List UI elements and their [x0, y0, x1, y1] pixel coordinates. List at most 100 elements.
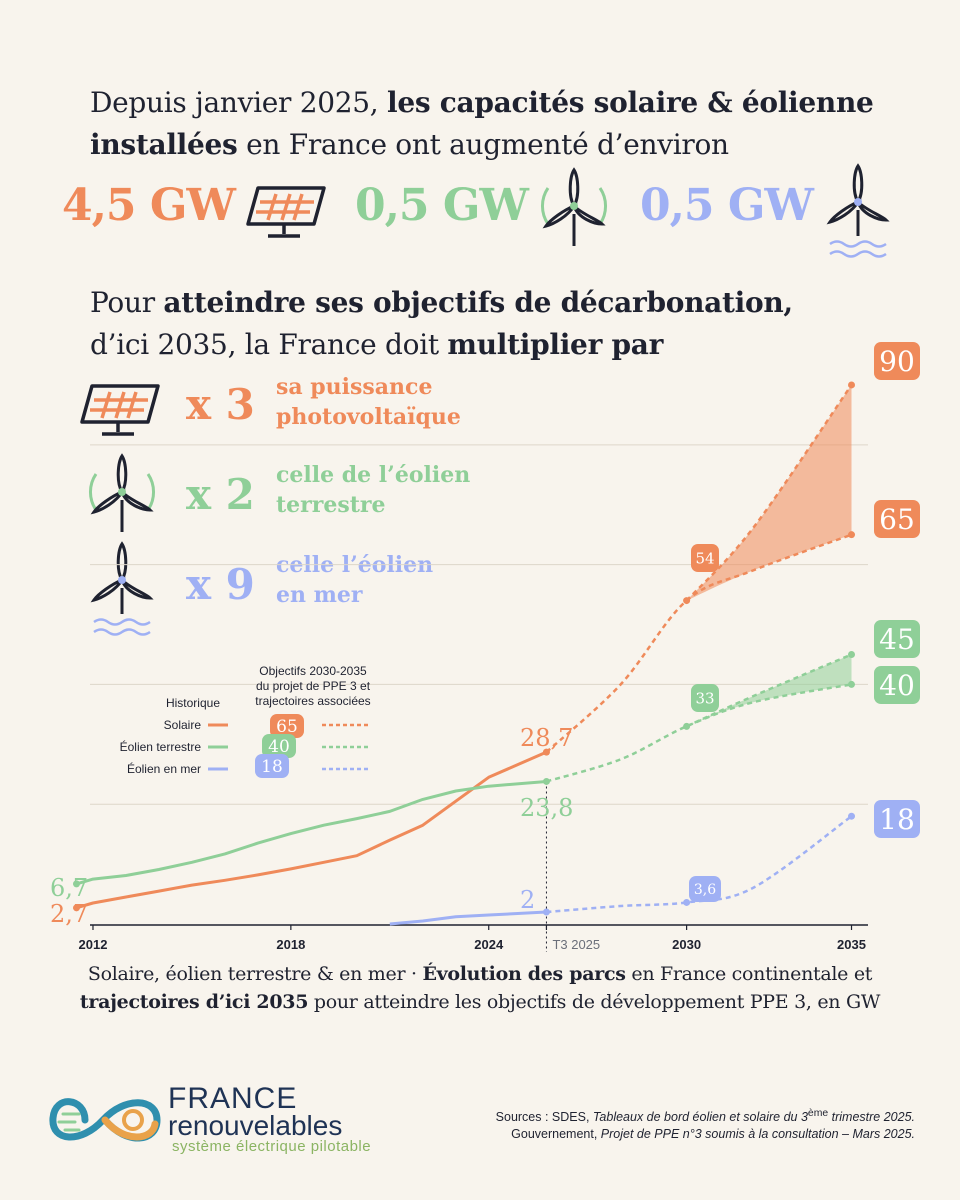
solar-2035-low-badge-bg: [874, 500, 920, 538]
solar-panel-icon: [246, 186, 326, 238]
legend-badge-terrestre-text: 40: [268, 737, 290, 757]
goal-part1: Pour: [90, 286, 164, 319]
projection-high-line-1: [686, 653, 852, 728]
brand-line1: FRANCE: [168, 1082, 298, 1115]
offshore-2030-badge-text: 3,6: [694, 882, 716, 898]
solar-2025-label: 28,7: [520, 724, 573, 752]
sources-line2-italic: Projet de PPE n°3 soumis à la consultati…: [600, 1127, 915, 1142]
solar-2035-high-badge: 90: [874, 342, 920, 380]
onshore-2035-high-badge: 45: [874, 620, 920, 658]
caption-bold1: Évolution des parcs: [422, 963, 626, 985]
goal-part2: d’ici 2035, la France doit: [90, 328, 448, 361]
solar-2035-low-badge-text: 65: [879, 503, 915, 536]
x-tick-label: 2012: [79, 937, 108, 952]
offshore-increase-value: 0,5 GW: [640, 180, 814, 231]
france-renouvelables-logo-icon: [49, 1098, 161, 1142]
onshore-2035-low-badge-text: 40: [879, 669, 915, 702]
projection-high-line-0: [685, 384, 853, 602]
onshore-2025-label: 23,8: [520, 794, 573, 822]
onshore-multiplier: x 2: [186, 470, 255, 519]
sources-line1-prefix: Sources : SDES,: [495, 1110, 593, 1125]
legend-badge-solaire-bg: [270, 714, 304, 738]
goal-bold1: atteindre ses objectifs de décarbonation…: [163, 286, 793, 319]
solar-2035-high-badge-text: 90: [879, 345, 915, 378]
data-point: [542, 748, 550, 756]
offshore-2030-badge: 3,6: [689, 876, 721, 902]
offshore-2035-badge: 18: [874, 800, 920, 838]
onshore-increase-value: 0,5 GW: [355, 180, 529, 231]
onshore-start-label: 6,7: [50, 874, 88, 902]
solar-multiplier: x 3: [186, 380, 255, 429]
legend-objectifs-line: trajectoires associées: [255, 694, 370, 708]
offshore-wind-turbine-icon: [826, 163, 890, 258]
chart-caption: Solaire, éolien terrestre & en mer · Évo…: [60, 960, 900, 1016]
caption-part2: en France continentale et: [625, 963, 873, 985]
legend-badge-mer: 18: [255, 754, 289, 778]
wind-turbine-icon: [541, 167, 607, 246]
sources-line1-sup: ème: [807, 1108, 829, 1119]
data-point: [683, 597, 691, 605]
legend-objectifs-line: Objectifs 2030-2035: [259, 664, 367, 678]
onshore-2030-badge-text: 33: [695, 689, 714, 707]
offshore-2035-badge-bg: [874, 800, 920, 838]
legend-solaire: Solaire: [164, 718, 202, 732]
caption-bold2: trajectoires d’ici 2035: [79, 991, 309, 1013]
solar-multiplier-text2: photovoltaïque: [276, 404, 461, 430]
goal-text: Pour atteindre ses objectifs de décarbon…: [90, 282, 910, 366]
legend-badge-mer-bg: [255, 754, 289, 778]
solar-multiplier-text1: sa puissance: [276, 374, 433, 400]
x-tick-label: 2018: [276, 937, 305, 952]
onshore-2035-low-badge: 40: [874, 666, 920, 704]
solar-2035-high-badge-bg: [874, 342, 920, 380]
legend-badge-solaire: 65: [270, 714, 304, 738]
solar-2030-badge: 54: [691, 544, 719, 572]
offshore-wind-turbine-icon: [90, 541, 154, 636]
data-point: [72, 880, 80, 888]
offshore-2030-badge-bg: [689, 876, 721, 902]
projection-low-line-1: [546, 683, 852, 783]
onshore-2035-low-badge-bg: [874, 666, 920, 704]
capacity-chart: 2012 2018 2024 T3 2025 2030 2035 906545401854…: [50, 342, 920, 952]
chart-lines: [72, 381, 856, 926]
data-point: [683, 722, 691, 730]
legend-badge-terrestre-bg: [262, 734, 296, 758]
legend-objectifs-line: du projet de PPE 3 et: [256, 679, 371, 693]
offshore-2025-label: 2: [520, 886, 535, 914]
onshore-2030-badge-bg: [691, 684, 719, 712]
legend-badge-terrestre: 40: [262, 734, 296, 758]
x-tick-label: 2024: [474, 937, 504, 952]
solar-start-label: 2,7: [50, 900, 88, 928]
x-tick-label: 2035: [837, 937, 866, 952]
intro-part2: en France ont augmenté d’environ: [237, 128, 729, 161]
data-point: [542, 777, 550, 785]
onshore-2035-high-badge-bg: [874, 620, 920, 658]
intro-bold: les capacités solaire & éolienne install…: [90, 86, 874, 161]
onshore-multiplier-text2: terrestre: [276, 492, 386, 518]
data-point: [848, 381, 856, 389]
data-point: [848, 531, 856, 539]
data-point: [542, 908, 550, 916]
brand-line3: système électrique pilotable: [172, 1138, 372, 1155]
sources: Sources : SDES, Tableaux de bord éolien …: [496, 1105, 915, 1143]
data-point: [848, 812, 856, 820]
data-point: [72, 904, 80, 912]
intro-text: Depuis janvier 2025, les capacités solai…: [90, 82, 910, 166]
historical-line-0: [76, 750, 548, 910]
data-point: [848, 650, 856, 658]
onshore-2030-badge: 33: [691, 684, 719, 712]
onshore-2035-high-badge-text: 45: [879, 623, 915, 656]
historical-line-1: [76, 780, 547, 886]
offshore-multiplier: x 9: [186, 560, 255, 609]
legend-eolien-terrestre: Éolien terrestre: [120, 739, 202, 754]
brand-line2: renouvelables: [168, 1110, 343, 1141]
offshore-multiplier-text2: en mer: [276, 582, 363, 608]
wind-turbine-icon: [89, 453, 155, 532]
projection-area-0: [686, 384, 852, 601]
solar-2035-low-badge: 65: [874, 500, 920, 538]
legend-historique: Historique: [166, 696, 220, 710]
sources-line1-end: trimestre 2025.: [828, 1110, 915, 1125]
offshore-2035-badge-text: 18: [879, 803, 915, 836]
caption-part3: pour atteindre les objectifs de développ…: [308, 991, 881, 1013]
legend-eolien-mer: Éolien en mer: [127, 761, 201, 776]
